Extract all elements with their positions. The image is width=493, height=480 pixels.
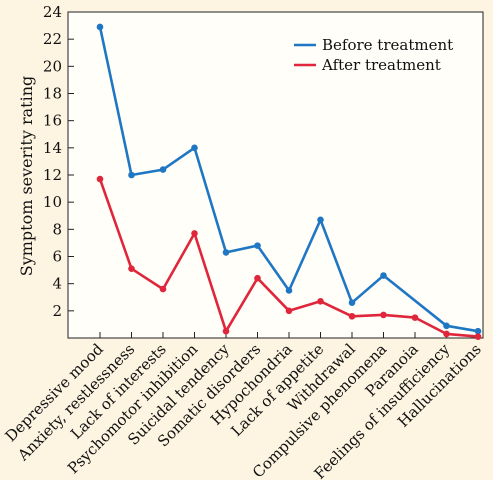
y-tick-label: 20 <box>43 57 62 75</box>
series-0 <box>96 23 482 335</box>
y-tick-label: 22 <box>43 30 62 48</box>
series-layer <box>96 23 482 340</box>
data-point <box>96 175 104 183</box>
data-point <box>443 322 450 330</box>
data-point <box>222 249 230 256</box>
y-tick-label: 18 <box>43 85 62 103</box>
series-1 <box>96 175 482 340</box>
data-point <box>159 166 167 173</box>
y-tick-label: 14 <box>43 139 62 157</box>
data-point <box>96 23 104 31</box>
y-tick-label: 4 <box>52 275 62 293</box>
data-point <box>254 274 261 282</box>
data-point <box>191 144 198 152</box>
data-point <box>317 298 324 305</box>
legend-label: Before treatment <box>322 36 453 54</box>
data-point <box>348 299 356 306</box>
data-point <box>128 171 135 179</box>
y-tick-label: 24 <box>43 3 62 21</box>
y-tick-label: 10 <box>43 193 62 211</box>
data-point <box>380 311 387 319</box>
data-point <box>474 333 482 340</box>
y-tick-label: 2 <box>52 302 62 320</box>
series-line <box>98 26 479 333</box>
legend: Before treatment After treatment <box>294 36 453 74</box>
y-axis-title: Symptom severity rating <box>17 76 36 277</box>
data-point <box>222 327 230 335</box>
data-point <box>317 216 324 224</box>
data-point <box>285 287 293 294</box>
y-tick-label: 12 <box>43 166 62 184</box>
data-point <box>254 242 261 249</box>
data-point <box>128 265 135 273</box>
y-tick-label: 16 <box>43 112 62 130</box>
y-tick-label: 6 <box>52 248 62 266</box>
data-point <box>443 330 450 338</box>
data-point <box>285 307 293 315</box>
y-tick-label: 8 <box>52 220 62 238</box>
data-point <box>159 285 167 293</box>
data-point <box>411 314 419 321</box>
legend-label: After treatment <box>321 56 441 74</box>
data-point <box>191 230 198 237</box>
data-point <box>474 327 482 335</box>
data-point <box>380 272 387 279</box>
data-point <box>348 312 356 320</box>
